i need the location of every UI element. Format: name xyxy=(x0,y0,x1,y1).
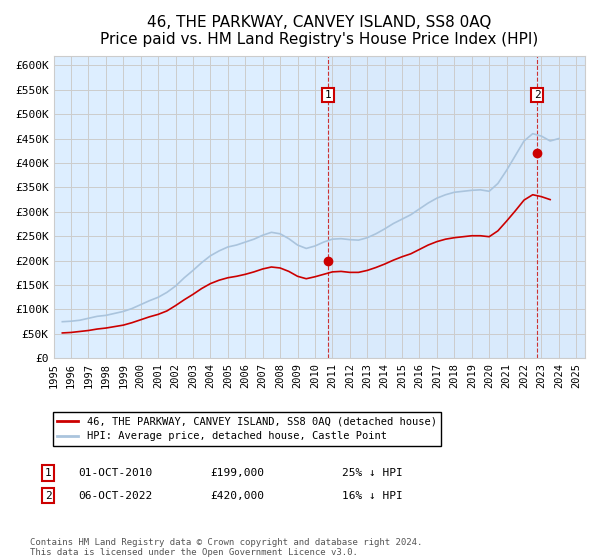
Text: 01-OCT-2010: 01-OCT-2010 xyxy=(78,468,152,478)
Text: 06-OCT-2022: 06-OCT-2022 xyxy=(78,491,152,501)
Legend: 46, THE PARKWAY, CANVEY ISLAND, SS8 0AQ (detached house), HPI: Average price, de: 46, THE PARKWAY, CANVEY ISLAND, SS8 0AQ … xyxy=(53,412,441,446)
Text: 2: 2 xyxy=(44,491,52,501)
Text: 25% ↓ HPI: 25% ↓ HPI xyxy=(342,468,403,478)
Text: 2: 2 xyxy=(534,90,541,100)
Text: £199,000: £199,000 xyxy=(210,468,264,478)
Text: £420,000: £420,000 xyxy=(210,491,264,501)
Title: 46, THE PARKWAY, CANVEY ISLAND, SS8 0AQ
Price paid vs. HM Land Registry's House : 46, THE PARKWAY, CANVEY ISLAND, SS8 0AQ … xyxy=(100,15,538,48)
Text: 1: 1 xyxy=(44,468,52,478)
Text: 1: 1 xyxy=(325,90,331,100)
Bar xyxy=(328,55,585,358)
Text: 16% ↓ HPI: 16% ↓ HPI xyxy=(342,491,403,501)
Text: Contains HM Land Registry data © Crown copyright and database right 2024.
This d: Contains HM Land Registry data © Crown c… xyxy=(30,538,422,557)
